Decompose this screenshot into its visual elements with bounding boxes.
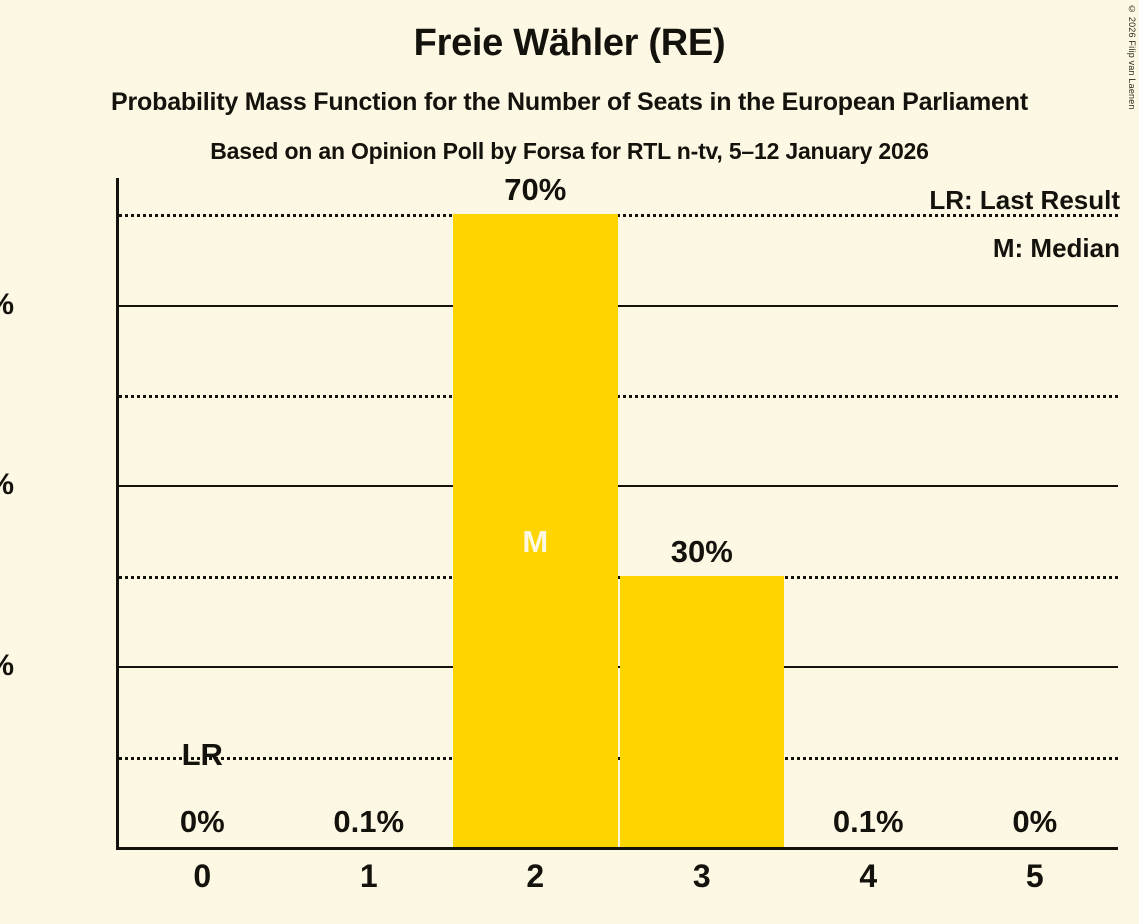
y-axis-line — [116, 178, 119, 847]
page-title: Freie Wähler (RE) — [413, 22, 726, 64]
gridline-dotted — [119, 575, 1118, 579]
chart-subtitle: Probability Mass Function for the Number… — [111, 88, 1028, 116]
x-axis-line — [116, 847, 1118, 850]
x-axis-label: 4 — [859, 858, 878, 894]
median-marker: M — [522, 524, 549, 560]
bar — [619, 575, 784, 847]
x-axis-label: 3 — [692, 858, 711, 894]
gridline-solid — [119, 485, 1118, 488]
gridline-dotted — [119, 214, 1118, 218]
bar-value-label: 70% — [504, 172, 567, 208]
x-axis-label: 2 — [526, 858, 545, 894]
gridline-dotted — [119, 756, 1118, 760]
x-axis-label: 1 — [359, 858, 378, 894]
gridline-dotted — [119, 394, 1118, 398]
y-axis-tick-label: 20% — [0, 649, 14, 683]
last-result-marker: LR — [181, 736, 223, 772]
x-axis-label: 5 — [1025, 858, 1044, 894]
copyright-notice: © 2026 Filip van Laenen — [1127, 4, 1137, 110]
bar-value-label: 0.1% — [333, 804, 405, 839]
bar-value-label: 30% — [670, 533, 733, 569]
y-axis-tick-label: 40% — [0, 468, 14, 502]
chart-source-line: Based on an Opinion Poll by Forsa for RT… — [210, 138, 929, 164]
gridline-solid — [119, 304, 1118, 307]
y-axis-tick-label: 60% — [0, 288, 14, 322]
x-axis-label: 0 — [193, 858, 212, 894]
bar — [453, 214, 618, 847]
bar-value-label: 0% — [179, 804, 225, 839]
legend-last-result: LR: Last Result — [929, 185, 1120, 215]
gridline-solid — [119, 666, 1118, 669]
bar-value-label: 0.1% — [832, 804, 904, 839]
plot-area: 0% 0.1% 70% 30% 0.1% 0% M LR — [116, 172, 1118, 850]
legend-median: M: Median — [992, 233, 1120, 263]
bar-value-label: 0% — [1012, 804, 1058, 839]
